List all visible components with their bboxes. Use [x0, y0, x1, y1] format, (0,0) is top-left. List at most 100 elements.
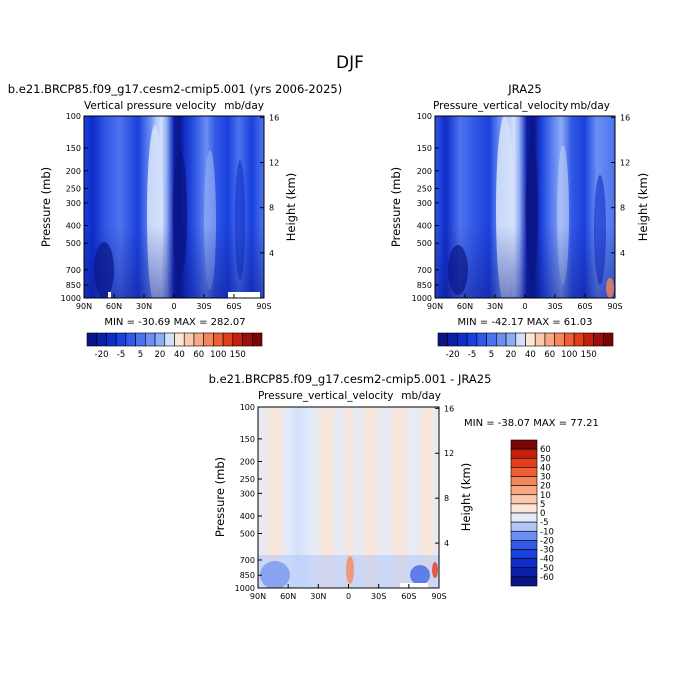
y-tick-label: 400: [240, 512, 255, 521]
x-tick-label: 60S: [401, 592, 416, 601]
model-case-title: b.e21.BRCP85.f09_g17.cesm2-cmip5.001 (yr…: [8, 82, 342, 96]
x-tick-label: 30S: [547, 302, 562, 311]
colorbar-box: [510, 485, 538, 496]
y-tick-label: 300: [240, 489, 255, 498]
colorbar-box: [510, 567, 538, 578]
y-tick-label: 100: [240, 403, 255, 412]
y-tick-label: 850: [240, 571, 255, 580]
model-y-axis-label: Pressure (mb): [39, 167, 53, 247]
colorbar-box: [447, 332, 458, 347]
colorbar-label: 5: [540, 500, 545, 510]
colorbar-label: 150: [581, 350, 597, 360]
colorbar-box: [510, 467, 538, 477]
y2-tick-label: 8: [444, 494, 449, 503]
colorbar-box: [466, 332, 478, 347]
colorbar-box: [510, 476, 538, 486]
colorbar-label: -20: [540, 536, 554, 546]
colorbar-box: [135, 332, 146, 347]
y-tick-label: 400: [417, 222, 432, 231]
y-tick-label: 200: [66, 167, 81, 176]
x-tick-label: 0: [346, 592, 351, 601]
x-tick-label: 30S: [371, 592, 386, 601]
x-tick-label: 90S: [607, 302, 622, 311]
colorbar-label: 10: [540, 491, 551, 501]
colorbar-box: [213, 332, 224, 347]
y-tick-label: 400: [66, 222, 81, 231]
colorbar-label: -40: [540, 555, 554, 565]
y-tick-label: 250: [66, 184, 81, 193]
colorbar-box: [525, 332, 536, 347]
y-tick-label: 700: [66, 266, 81, 275]
obs-colorbar: -20 -5 5 20 40 60 100 150: [437, 332, 614, 360]
obs-x-ticks: 90N 60N 30N 0 30S 60S 90S: [427, 294, 623, 311]
colorbar-label: -50: [540, 564, 554, 574]
x-tick-label: 90N: [76, 302, 92, 311]
colorbar-label: 5: [489, 350, 494, 360]
model-left-string: Vertical pressure velocity: [84, 100, 216, 112]
y-tick-label: 500: [417, 239, 432, 248]
model-y2-axis-label: Height (km): [284, 173, 298, 242]
colorbar-box: [534, 332, 546, 347]
colorbar-box: [125, 332, 136, 347]
colorbar-box: [515, 332, 526, 347]
colorbar-label: 20: [540, 482, 551, 492]
y-tick-label: 1000: [61, 294, 81, 303]
colorbar-label: 60: [540, 445, 551, 455]
x-tick-label: 90N: [250, 592, 266, 601]
x-tick-label: 90S: [256, 302, 271, 311]
y-tick-label: 300: [66, 199, 81, 208]
model-min-max: MIN = -30.69 MAX = 282.07: [104, 317, 245, 328]
y-tick-label: 1000: [235, 584, 255, 593]
colorbar-box: [510, 521, 538, 532]
diff-y2-ticks: 16 12 8 4: [435, 404, 454, 548]
colorbar-label: 20: [155, 350, 166, 360]
colorbar-label: -20: [446, 350, 460, 360]
colorbar-box: [457, 332, 468, 347]
y-tick-label: 300: [417, 199, 432, 208]
colorbar-box: [510, 494, 538, 505]
colorbar-box: [222, 332, 234, 347]
y-tick-label: 150: [240, 435, 255, 444]
obs-y-axis-label: Pressure (mb): [389, 167, 403, 247]
colorbar-label: 0: [540, 509, 545, 519]
colorbar-label: -5: [468, 350, 476, 360]
colorbar-box: [437, 332, 449, 347]
x-tick-label: 30S: [196, 302, 211, 311]
x-tick-label: 90S: [431, 592, 446, 601]
y-tick-label: 850: [66, 281, 81, 290]
diff-y-axis-label: Pressure (mb): [213, 457, 227, 537]
x-tick-label: 30N: [310, 592, 326, 601]
colorbar-box: [486, 332, 497, 347]
obs-y-ticks: 100 150 200 250 300 400 500 700 850 1000: [412, 112, 439, 303]
colorbar-box: [593, 332, 604, 347]
y2-tick-label: 16: [269, 113, 279, 122]
figure-title: DJF: [336, 53, 364, 73]
colorbar-box: [573, 332, 585, 347]
diff-y2-axis-label: Height (km): [459, 463, 473, 532]
colorbar-box: [154, 332, 166, 347]
colorbar-box: [183, 332, 195, 347]
colorbar-box: [564, 332, 575, 347]
model-colorbar: -20 -5 5 20 40 60 100 150: [86, 332, 263, 360]
colorbar-label: 150: [230, 350, 246, 360]
y2-tick-label: 4: [444, 539, 449, 548]
colorbar-label: -30: [540, 546, 554, 556]
y-tick-label: 250: [417, 184, 432, 193]
colorbar-box: [510, 576, 538, 587]
colorbar-box: [510, 558, 538, 569]
obs-y2-axis-label: Height (km): [636, 173, 650, 242]
x-tick-label: 90N: [427, 302, 443, 311]
y2-tick-label: 4: [269, 249, 274, 258]
colorbar-box: [510, 448, 538, 459]
x-tick-label: 30N: [136, 302, 152, 311]
colorbar-box: [164, 332, 175, 347]
y-tick-label: 1000: [412, 294, 432, 303]
y-tick-label: 200: [240, 457, 255, 466]
colorbar-box: [510, 457, 538, 468]
x-tick-label: 60N: [280, 592, 296, 601]
panel-diff: b.e21.BRCP85.f09_g17.cesm2-cmip5.001 - J…: [209, 372, 599, 601]
colorbar-box: [174, 332, 185, 347]
colorbar-box: [86, 332, 98, 347]
diff-case-title: b.e21.BRCP85.f09_g17.cesm2-cmip5.001 - J…: [209, 372, 492, 386]
y-tick-label: 150: [66, 144, 81, 153]
